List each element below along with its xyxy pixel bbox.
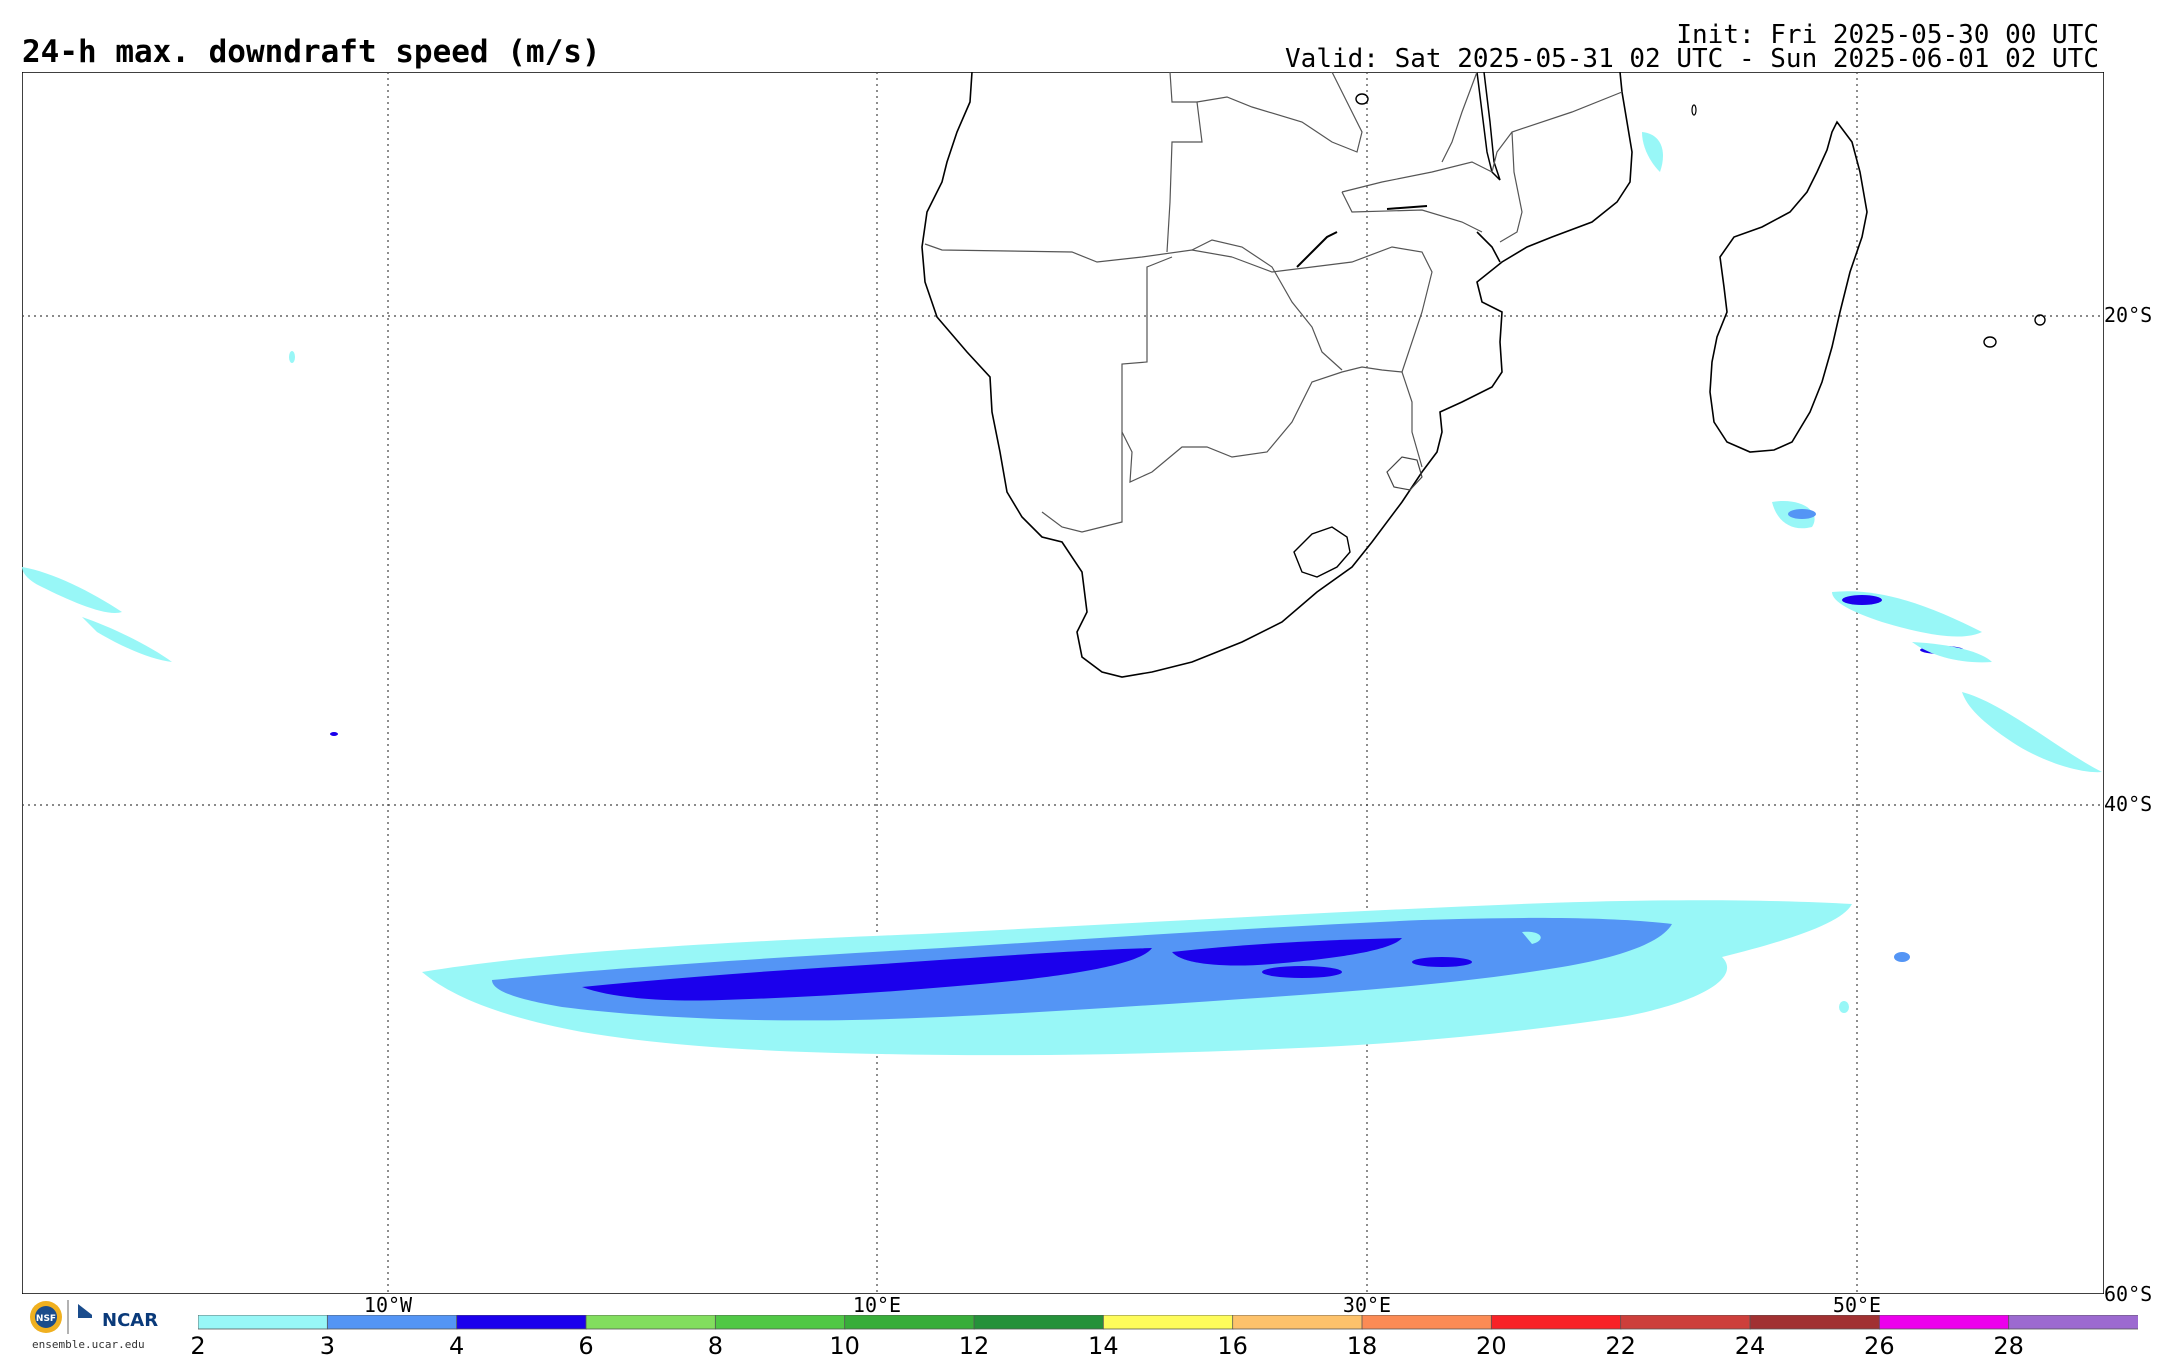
- lake-small: [1355, 93, 1369, 105]
- colorbar-tick-label: 3: [319, 1332, 335, 1360]
- lon-label-50e: 50°E: [1832, 1293, 1882, 1317]
- madagascar: [1709, 120, 1868, 453]
- colorbar-swatch: [1490, 1315, 1622, 1330]
- logo-url: ensemble.ucar.edu: [32, 1338, 145, 1351]
- ncar-logo: NSF NCAR ensemble.ucar.edu: [22, 1298, 172, 1354]
- colorbar-tick-label: 18: [1346, 1332, 1378, 1360]
- colorbar-tick-label: 6: [578, 1332, 594, 1360]
- lat-label-60s: 60°S: [2104, 1282, 2153, 1306]
- downdraft-patches-east: [1522, 132, 2102, 1013]
- map-title: 24-h max. downdraft speed (m/s): [22, 34, 601, 70]
- mauritius: [1983, 336, 1997, 348]
- colorbar-tick-label: 26: [1864, 1332, 1895, 1360]
- downdraft-band: [422, 900, 1852, 1056]
- africa-coastline: [921, 72, 1633, 678]
- init-time: Init: Fri 2025-05-30 00 UTC: [1676, 20, 2099, 50]
- band-4-6-d: [1412, 957, 1472, 967]
- colorbar-swatch: [1232, 1315, 1363, 1330]
- valid-time: Valid: Sat 2025-05-31 02 UTC - Sun 2025-…: [1285, 44, 2099, 74]
- downdraft-patches-west: [22, 351, 338, 736]
- eswatini: [1386, 456, 1423, 491]
- colorbar-swatch: [714, 1315, 846, 1330]
- colorbar-tick-label: 12: [958, 1332, 990, 1360]
- colorbar-tick-label: 14: [1088, 1332, 1119, 1360]
- band-4-6-c: [1262, 966, 1342, 978]
- colorbar-swatch: [1102, 1315, 1234, 1330]
- colorbar-tick-label: 24: [1734, 1332, 1766, 1360]
- lat-label-40s: 40°S: [2104, 792, 2153, 816]
- lon-label-10e: 10°E: [852, 1293, 902, 1317]
- lat-label-20s: 20°S: [2104, 303, 2153, 327]
- map-frame: [22, 72, 2104, 1294]
- colorbar-swatch: [1620, 1315, 1751, 1330]
- colorbar-swatch: [1749, 1315, 1881, 1330]
- colorbar-tick-label: 16: [1217, 1332, 1248, 1360]
- band-4-6: [582, 948, 1152, 1001]
- colorbar-swatch: [326, 1315, 458, 1330]
- lesotho: [1293, 526, 1351, 578]
- lake-malawi: [1476, 72, 1501, 181]
- colorbar: [198, 1315, 2138, 1330]
- colorbar-tick-label: 20: [1476, 1332, 1507, 1360]
- map-panel: [22, 72, 2104, 1294]
- colorbar-tick-label: 4: [449, 1332, 465, 1360]
- colorbar-swatch: [973, 1315, 1105, 1330]
- colorbar-tick-label: 8: [707, 1332, 723, 1360]
- colorbar-tick-label: 22: [1605, 1332, 1636, 1360]
- country-borders: [924, 72, 1623, 533]
- lon-label-10w: 10°W: [363, 1293, 413, 1317]
- colorbar-swatch: [1878, 1315, 2010, 1330]
- colorbar-swatch: [456, 1315, 587, 1330]
- lake-kariba: [1296, 231, 1338, 268]
- colorbar-swatch: [198, 1315, 329, 1330]
- ncar-wordmark: NCAR: [102, 1310, 159, 1331]
- colorbar-swatch: [2008, 1315, 2138, 1330]
- lon-label-30e: 30°E: [1342, 1293, 1392, 1317]
- colorbar-tick-label: 10: [829, 1332, 860, 1360]
- lake-cahora: [1386, 205, 1428, 210]
- colorbar-swatch: [844, 1315, 975, 1330]
- colorbar-tick-label: 2: [190, 1332, 206, 1360]
- colorbar-swatch: [585, 1315, 717, 1330]
- nsf-seal-icon: NSF: [30, 1300, 92, 1334]
- colorbar-tick-label: 28: [1993, 1332, 2024, 1360]
- comoros: [1691, 104, 1697, 116]
- graticule: [22, 72, 2104, 1294]
- reunion: [2034, 314, 2046, 326]
- colorbar-swatch: [1361, 1315, 1493, 1330]
- nsf-seal-text: NSF: [36, 1314, 56, 1324]
- band-4-6-b: [1172, 938, 1402, 966]
